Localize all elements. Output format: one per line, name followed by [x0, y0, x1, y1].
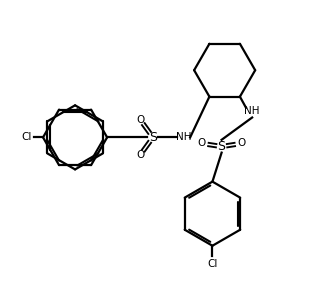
Text: NH: NH	[244, 106, 260, 116]
Text: S: S	[218, 140, 226, 153]
Text: O: O	[136, 150, 144, 160]
Text: Cl: Cl	[21, 132, 32, 142]
Text: O: O	[237, 138, 246, 148]
Text: O: O	[198, 138, 206, 148]
Text: NH: NH	[176, 132, 191, 142]
Text: S: S	[149, 131, 157, 144]
Text: O: O	[136, 115, 144, 125]
Text: Cl: Cl	[207, 259, 218, 269]
